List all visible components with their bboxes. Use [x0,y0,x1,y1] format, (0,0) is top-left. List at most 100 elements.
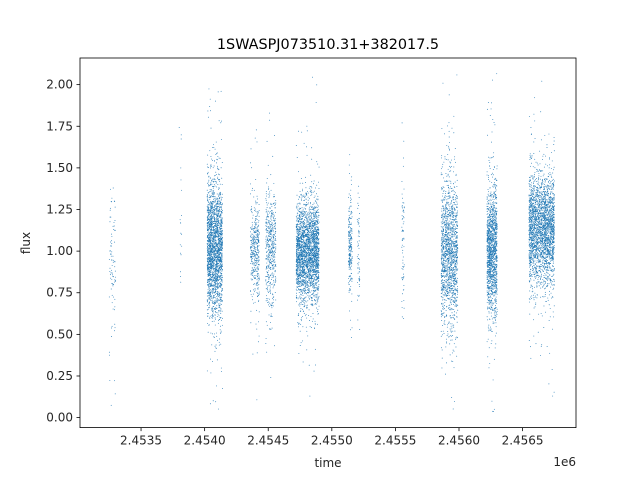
data-point [255,129,257,131]
data-point [220,227,222,229]
data-point [315,303,317,305]
data-point [301,131,303,133]
data-point [269,211,271,212]
data-point [253,269,254,271]
data-point [250,236,252,238]
data-point [217,245,218,247]
data-point [218,231,220,233]
data-point [299,305,301,307]
data-point [212,200,213,202]
data-point [305,262,307,264]
data-point [219,210,221,212]
data-point [250,148,252,150]
data-point [265,228,267,229]
data-point [210,165,212,167]
data-point [302,282,304,284]
data-point [270,233,272,234]
data-point [215,229,217,231]
data-point [309,264,311,266]
data-point [296,157,298,159]
data-point [272,283,274,285]
data-point [209,222,211,224]
data-point [254,232,255,234]
data-point [210,262,211,264]
data-point [272,213,273,215]
data-point [206,210,208,212]
data-point [209,256,211,258]
data-point [255,269,257,271]
data-point [257,214,259,216]
data-point [110,272,112,274]
data-point [108,296,110,298]
data-point [208,175,210,177]
data-point [317,230,319,231]
data-point [299,208,301,210]
data-point [268,221,270,223]
data-point [318,305,320,307]
data-point [274,284,276,286]
data-point [316,277,318,279]
data-point [303,257,305,259]
data-point [217,260,219,262]
data-point [254,265,256,267]
data-point [271,303,273,305]
data-point [219,241,221,243]
data-point [209,269,211,271]
data-point [215,285,217,287]
data-point [208,245,210,246]
data-point [265,242,267,244]
data-point [216,256,218,257]
data-point [256,141,258,143]
data-point [221,287,223,289]
data-point [275,200,277,201]
data-point [269,267,271,269]
data-point [215,291,217,293]
data-point [267,289,268,290]
data-point [109,188,111,190]
data-point [272,212,274,214]
data-point [206,309,208,311]
data-point [275,228,276,230]
data-point [218,243,220,245]
data-point [215,203,217,205]
data-point [253,189,255,191]
data-point [208,196,210,198]
data-point [257,287,259,289]
data-point [209,285,211,287]
data-point [315,287,317,289]
data-point [306,283,308,285]
data-point [257,249,259,251]
data-point [312,266,314,268]
data-point [208,324,210,326]
data-point [268,268,270,269]
data-point [311,253,312,255]
data-point [254,237,256,239]
data-point [212,310,214,312]
data-point [302,214,304,216]
data-point [109,274,111,276]
data-point [220,274,221,276]
data-point [311,320,313,322]
data-point [206,295,208,297]
data-point [306,130,308,132]
data-point [109,379,111,381]
data-point [306,246,308,248]
data-point [312,242,314,244]
data-point [268,270,270,272]
data-point [296,290,298,291]
data-point [214,257,216,259]
data-point [269,284,271,286]
data-point [265,208,267,210]
data-point [217,226,218,228]
data-point [210,226,212,228]
data-point [215,264,217,266]
data-point [215,273,217,275]
data-point [275,231,276,233]
data-point [213,209,215,211]
data-point [215,277,217,279]
data-point [300,323,302,325]
data-point [209,260,211,262]
data-point [207,226,209,228]
data-point [257,264,259,266]
data-point [255,257,257,259]
